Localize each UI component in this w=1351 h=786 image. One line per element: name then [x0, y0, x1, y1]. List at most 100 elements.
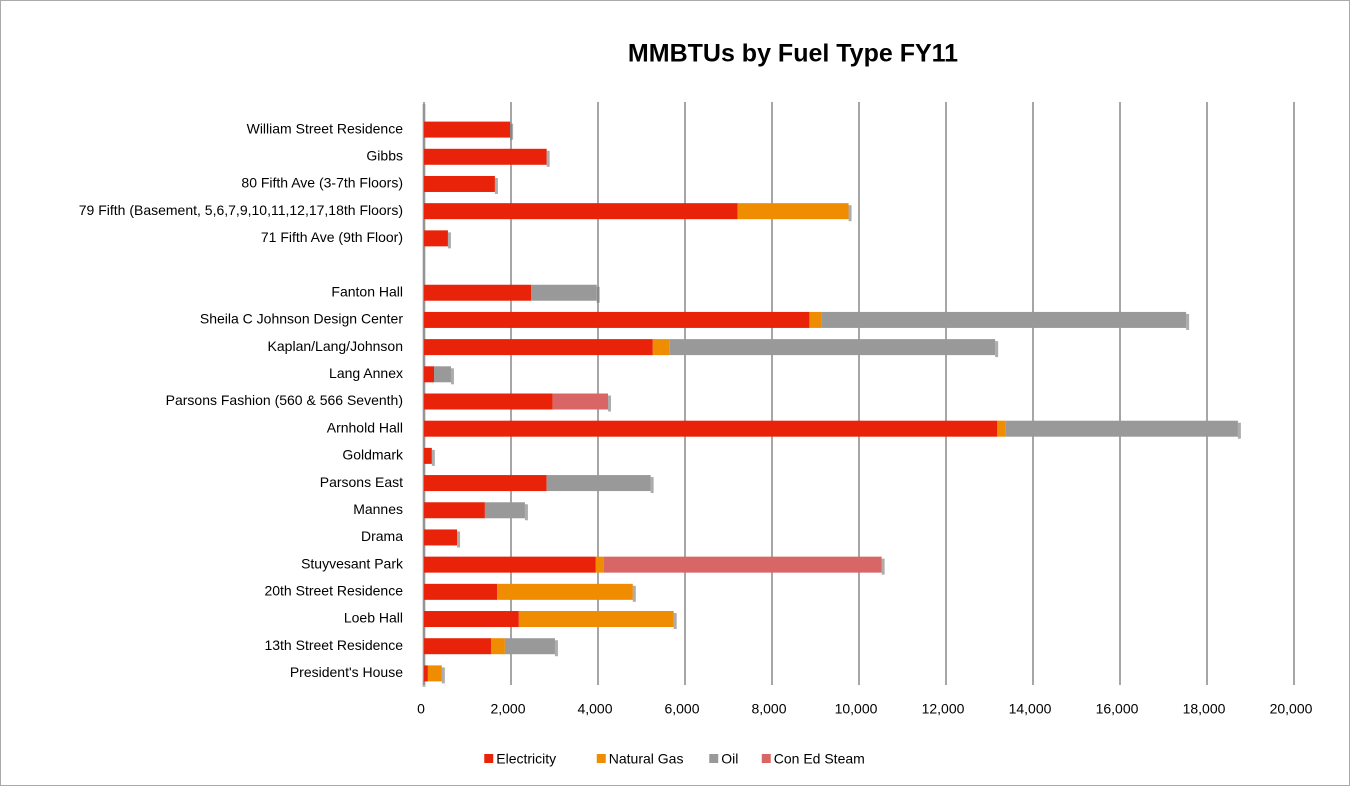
x-tick-label: 6,000	[664, 701, 699, 717]
legend-label: Oil	[721, 751, 738, 767]
y-tick-label: 79 Fifth (Basement, 5,6,7,9,10,11,12,17,…	[79, 202, 403, 218]
bar-segment	[424, 638, 491, 655]
y-tick-label: William Street Residence	[247, 120, 404, 136]
bar-segment	[424, 230, 448, 247]
y-tick-label: Mannes	[353, 501, 403, 517]
bar-segment	[518, 611, 674, 628]
bar-segment	[490, 638, 505, 655]
y-tick-label: 71 Fifth Ave (9th Floor)	[261, 229, 403, 245]
bar-segment	[603, 556, 882, 573]
bar-end	[457, 531, 461, 548]
bar-segment	[424, 393, 553, 410]
y-tick-label: 20th Street Residence	[264, 583, 403, 599]
y-tick-label: Goldmark	[342, 447, 404, 463]
y-tick-label: 80 Fifth Ave (3-7th Floors)	[241, 175, 403, 191]
bar-segment	[484, 502, 525, 519]
x-tick-label: 20,000	[1270, 701, 1313, 717]
bar-segment	[1005, 420, 1238, 437]
bar-end	[450, 368, 454, 385]
legend-swatch	[709, 754, 719, 763]
y-tick-label: Kaplan/Lang/Johnson	[268, 338, 403, 354]
legend-label: Electricity	[496, 751, 556, 767]
y-tick-label: Parsons East	[320, 474, 403, 490]
x-tick-label: 2,000	[490, 701, 525, 717]
x-tick-label: 4,000	[577, 701, 612, 717]
bar-end	[524, 504, 528, 521]
bar-segment	[424, 175, 495, 192]
legend-swatch	[596, 754, 606, 763]
bar-segment	[652, 339, 670, 356]
bar-segment	[997, 420, 1006, 437]
bar-segment	[424, 583, 498, 600]
bar-segment	[424, 148, 547, 165]
bar-segment	[546, 475, 651, 492]
bar-segment	[424, 611, 519, 628]
x-tick-label: 14,000	[1009, 701, 1052, 717]
y-tick-label: Sheila C Johnson Design Center	[200, 311, 403, 327]
y-tick-label: Parsons Fashion (560 & 566 Seventh)	[166, 392, 403, 408]
bar-segment	[424, 203, 738, 220]
bar-segment	[424, 366, 435, 383]
bar-segment	[552, 393, 609, 410]
bar-end	[608, 395, 612, 412]
bar-end	[1186, 313, 1190, 330]
bar-end	[510, 123, 514, 140]
y-tick-label: President's House	[290, 664, 403, 680]
legend-swatch	[761, 754, 771, 763]
x-tick-label: 10,000	[835, 701, 878, 717]
x-tick-label: 12,000	[922, 701, 965, 717]
bar-end	[650, 477, 654, 494]
bar-segment	[424, 121, 511, 138]
bar-segment	[821, 311, 1187, 328]
bar-segment	[424, 556, 596, 573]
y-tick-label: Drama	[361, 528, 403, 544]
bar-end	[632, 585, 636, 602]
bar-segment	[809, 311, 822, 328]
bar-segment	[737, 203, 849, 220]
y-tick-label: Gibbs	[366, 147, 403, 163]
bar-end	[848, 205, 852, 222]
bar-segment	[424, 665, 428, 682]
bar-segment	[504, 638, 555, 655]
bar-end	[995, 341, 999, 358]
legend-swatch	[484, 754, 494, 763]
bar-segment	[424, 475, 547, 492]
bar-segment	[424, 284, 532, 301]
bar-segment	[424, 420, 998, 437]
bar-segment	[434, 366, 451, 383]
bar-segment	[424, 502, 485, 519]
bar-segment	[424, 447, 432, 464]
x-tick-label: 16,000	[1096, 701, 1139, 717]
y-tick-label: Lang Annex	[329, 365, 403, 381]
bar-segment	[424, 311, 810, 328]
x-tick-label: 8,000	[751, 701, 786, 717]
bar-segment	[424, 529, 458, 546]
bar-segment	[669, 339, 996, 356]
x-tick-label: 0	[417, 701, 425, 717]
bar-end	[441, 667, 445, 684]
bar-segment	[427, 665, 442, 682]
y-tick-label: Arnhold Hall	[327, 419, 403, 435]
bar-end	[881, 558, 885, 575]
bar-end	[494, 177, 498, 194]
bar-segment	[595, 556, 604, 573]
bar-segment	[424, 339, 653, 356]
bar-end	[554, 640, 558, 657]
y-tick-label: Fanton Hall	[331, 283, 403, 299]
chart-title: MMBTUs by Fuel Type FY11	[628, 40, 958, 68]
bar-end	[431, 449, 435, 466]
y-tick-label: Stuyvesant Park	[301, 555, 404, 571]
bar-end	[447, 232, 451, 249]
bar-end	[596, 286, 600, 303]
bar-end	[673, 613, 677, 630]
legend-label: Natural Gas	[609, 751, 684, 767]
legend-label: Con Ed Steam	[774, 751, 865, 767]
bar-segment	[531, 284, 597, 301]
bar-end	[1237, 422, 1241, 439]
bar-segment	[497, 583, 633, 600]
x-tick-label: 18,000	[1183, 701, 1226, 717]
y-tick-label: Loeb Hall	[344, 610, 403, 626]
bar-end	[546, 150, 550, 167]
